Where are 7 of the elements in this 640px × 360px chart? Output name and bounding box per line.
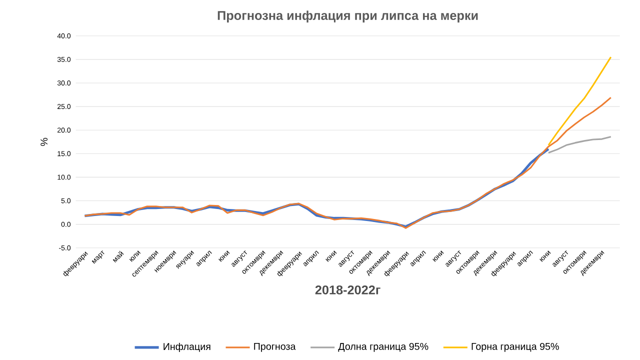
y-axis-title: % bbox=[40, 138, 48, 146]
legend-label: Горна граница 95% bbox=[472, 342, 559, 352]
legend-label: Инфлация bbox=[164, 342, 210, 352]
legend-label: Прогноза bbox=[254, 343, 296, 352]
x-axis-title: 2018-2022г bbox=[315, 285, 380, 294]
chart-title: Прогнозна инфлация при липса на мерки bbox=[218, 10, 478, 22]
legend-label: Долна граница 95% bbox=[338, 342, 428, 352]
